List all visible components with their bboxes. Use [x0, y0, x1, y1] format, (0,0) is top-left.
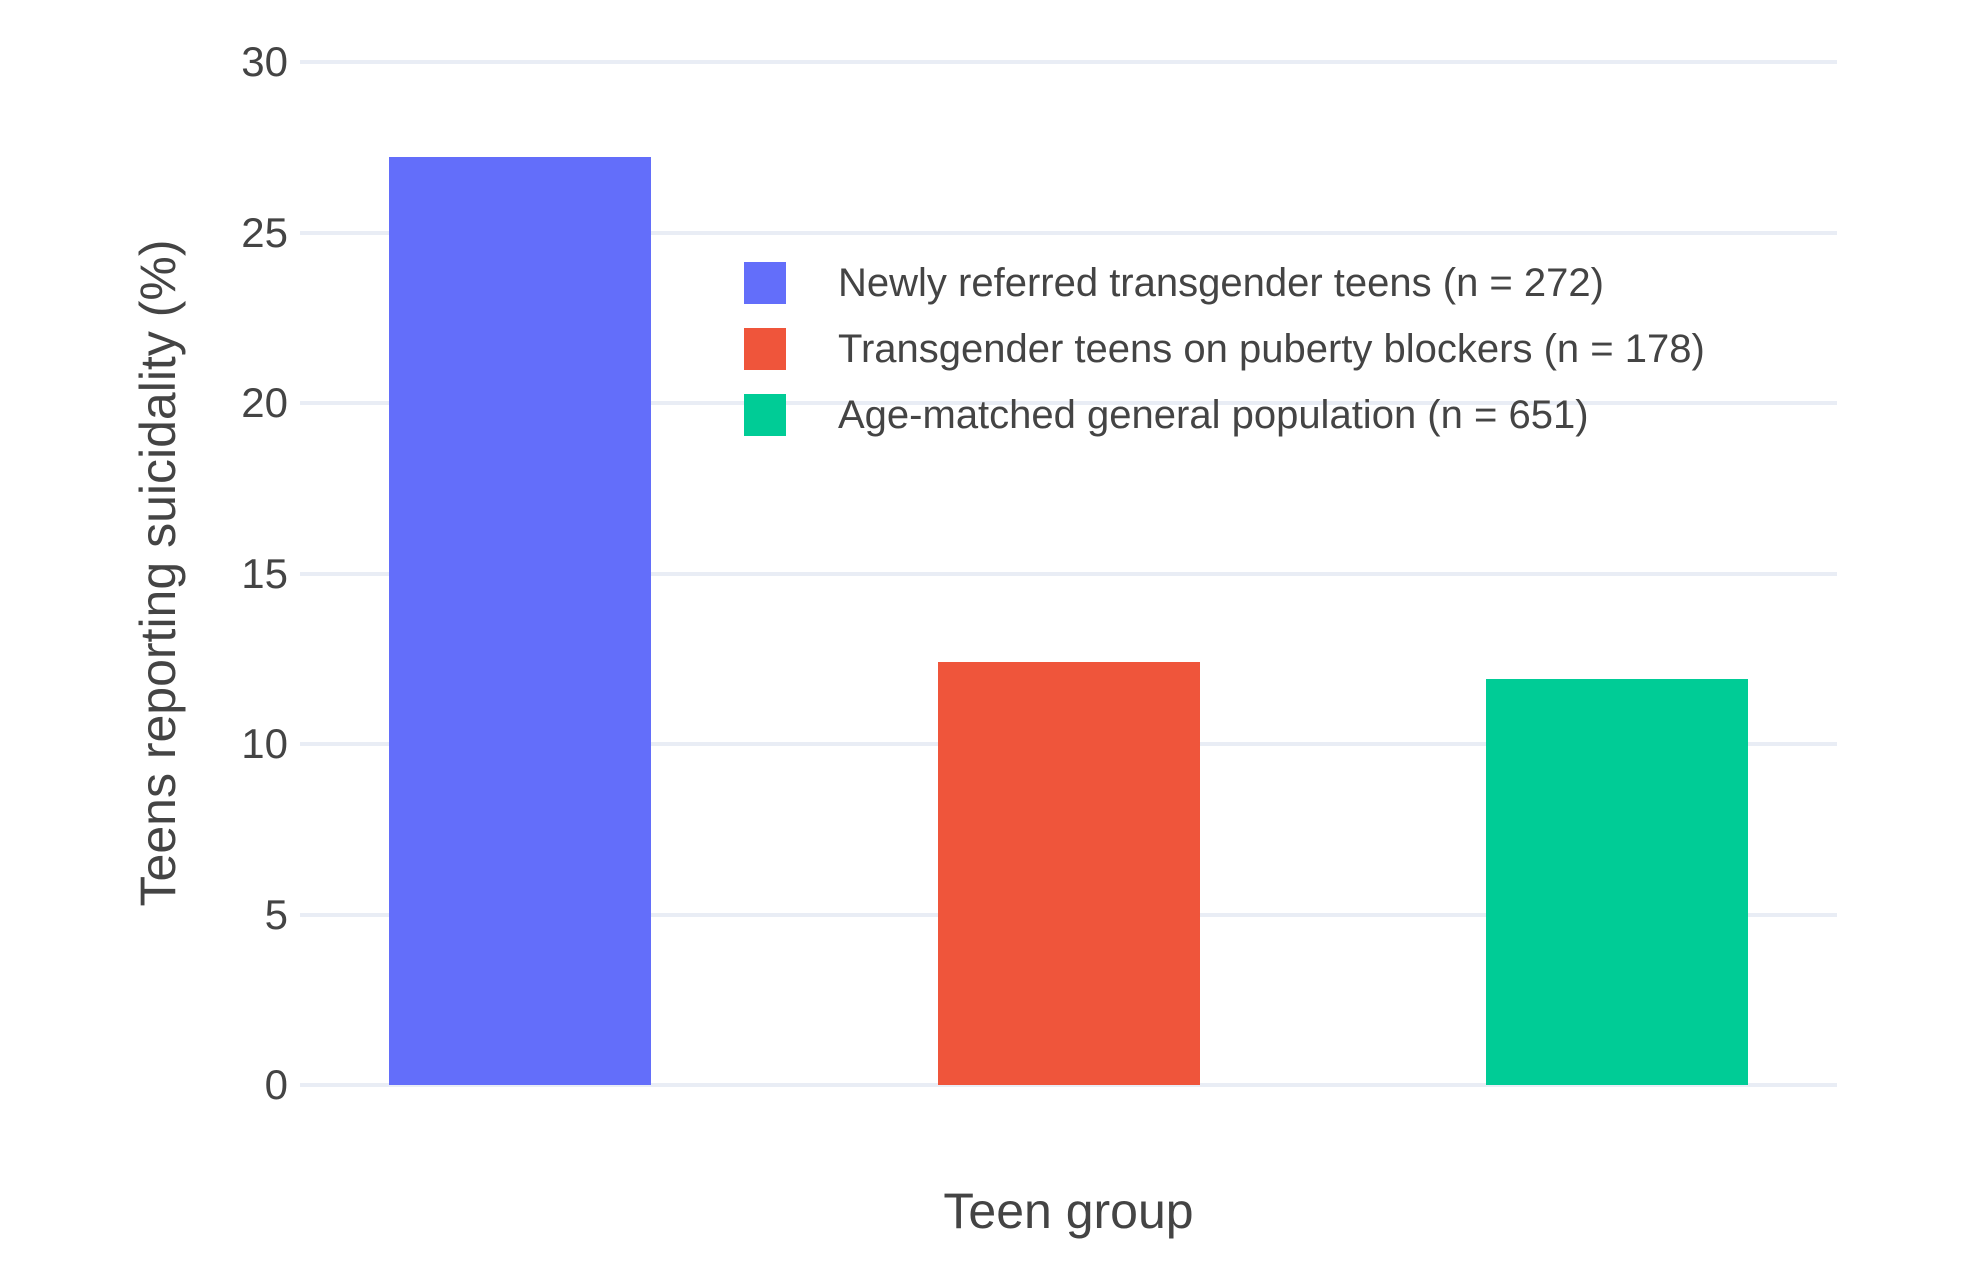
legend-label: Newly referred transgender teens (n = 27… — [838, 261, 1604, 305]
gridline — [300, 230, 1837, 235]
legend-swatch-icon — [744, 328, 786, 370]
y-tick-label: 0 — [264, 1061, 288, 1108]
bar — [937, 662, 1200, 1085]
bar — [1486, 679, 1749, 1085]
legend-item[interactable]: Transgender teens on puberty blockers (n… — [744, 328, 1705, 370]
plot-area — [300, 60, 1837, 1087]
legend: Newly referred transgender teens (n = 27… — [744, 262, 1705, 436]
y-tick-label: 30 — [241, 38, 288, 85]
legend-swatch-icon — [744, 262, 786, 304]
y-tick-label: 5 — [264, 890, 288, 938]
y-tick-label: 25 — [241, 208, 288, 256]
bar — [388, 157, 651, 1085]
legend-swatch-icon — [744, 394, 786, 436]
legend-item[interactable]: Age-matched general population (n = 651) — [744, 394, 1705, 436]
gridline — [300, 1083, 1837, 1087]
legend-label: Age-matched general population (n = 651) — [838, 393, 1589, 437]
legend-label: Transgender teens on puberty blockers (n… — [838, 327, 1705, 371]
y-tick-label: 20 — [241, 379, 288, 426]
gridline — [300, 401, 1837, 405]
gridline — [300, 60, 1837, 64]
x-axis-title: Teen group — [943, 1183, 1194, 1239]
y-tick-label: 10 — [241, 720, 288, 767]
y-tick-label: 15 — [241, 549, 288, 597]
legend-item[interactable]: Newly referred transgender teens (n = 27… — [744, 262, 1705, 304]
gridline — [300, 571, 1837, 576]
